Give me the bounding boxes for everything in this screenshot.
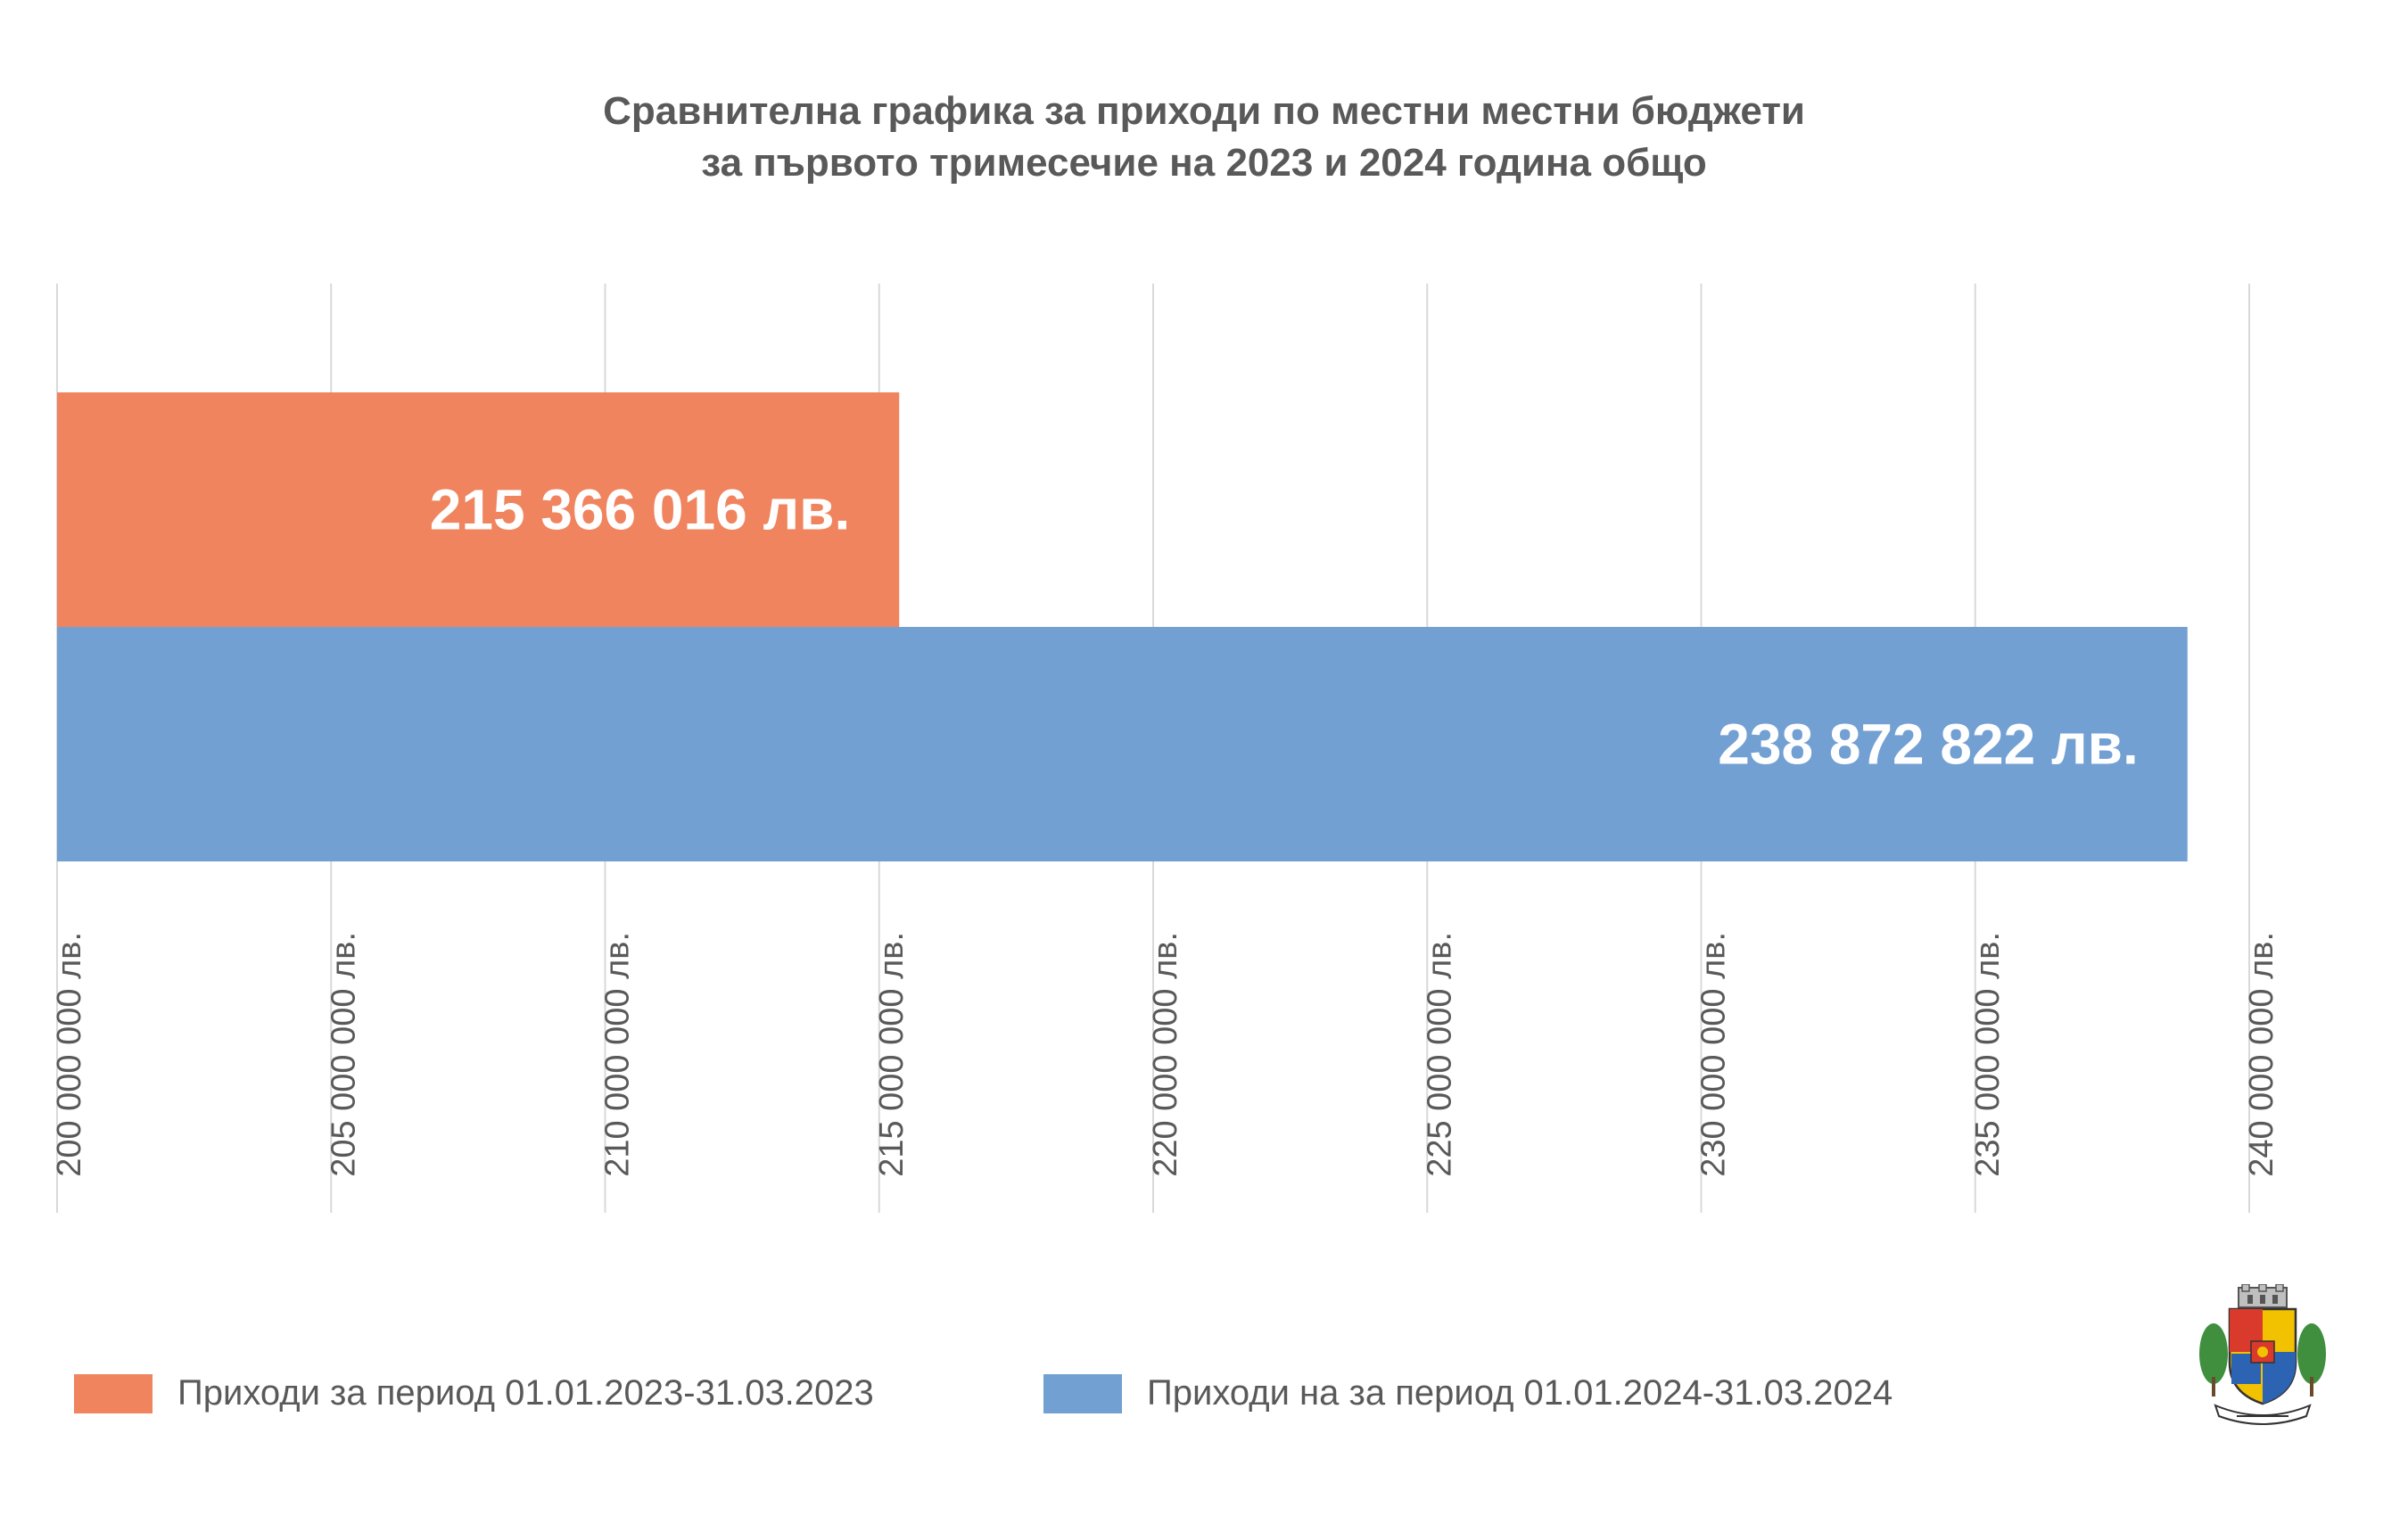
chart-title-line-1: Сравнителна графика за приходи по местни… xyxy=(603,89,1805,133)
chart-title-line-2: за първото тримесечие на 2023 и 2024 год… xyxy=(701,141,1707,185)
x-tick-label-6: 230 000 000 лв. xyxy=(1695,932,1733,1177)
x-tick-label-8: 240 000 000 лв. xyxy=(2243,932,2280,1177)
bar-data-label-1: 238 872 822 лв. xyxy=(1718,713,2138,777)
x-tick-label-0: 200 000 000 лв. xyxy=(51,932,88,1177)
legend-label-2023: Приходи за период 01.01.2023-31.03.2023 xyxy=(177,1373,874,1413)
legend-label-2024: Приходи на за период 01.01.2024-31.03.20… xyxy=(1147,1373,1893,1413)
bar-0 xyxy=(57,392,900,627)
coat-of-arms-icon xyxy=(2196,1283,2330,1427)
x-tick-label-7: 235 000 000 лв. xyxy=(1969,932,2007,1177)
legend-swatch-2023 xyxy=(74,1373,153,1413)
x-tick-label-1: 205 000 000 лв. xyxy=(325,932,362,1177)
bar-chart: 215 366 016 лв. 238 872 822 лв. 200 000 00… xyxy=(51,284,2280,1213)
legend-swatch-2024 xyxy=(1043,1373,1122,1413)
legend-item-2023: Приходи за период 01.01.2023-31.03.2023 xyxy=(74,1373,874,1413)
x-tick-label-4: 220 000 000 лв. xyxy=(1147,932,1184,1177)
bar-1 xyxy=(57,627,2188,861)
x-tick-label-5: 225 000 000 лв. xyxy=(1421,932,1458,1177)
x-tick-label-3: 215 000 000 лв. xyxy=(873,932,911,1177)
legend-item-2024: Приходи на за период 01.01.2024-31.03.20… xyxy=(1043,1373,1893,1413)
x-tick-label-2: 210 000 000 лв. xyxy=(599,932,637,1177)
bar-data-label-0: 215 366 016 лв. xyxy=(430,478,850,542)
